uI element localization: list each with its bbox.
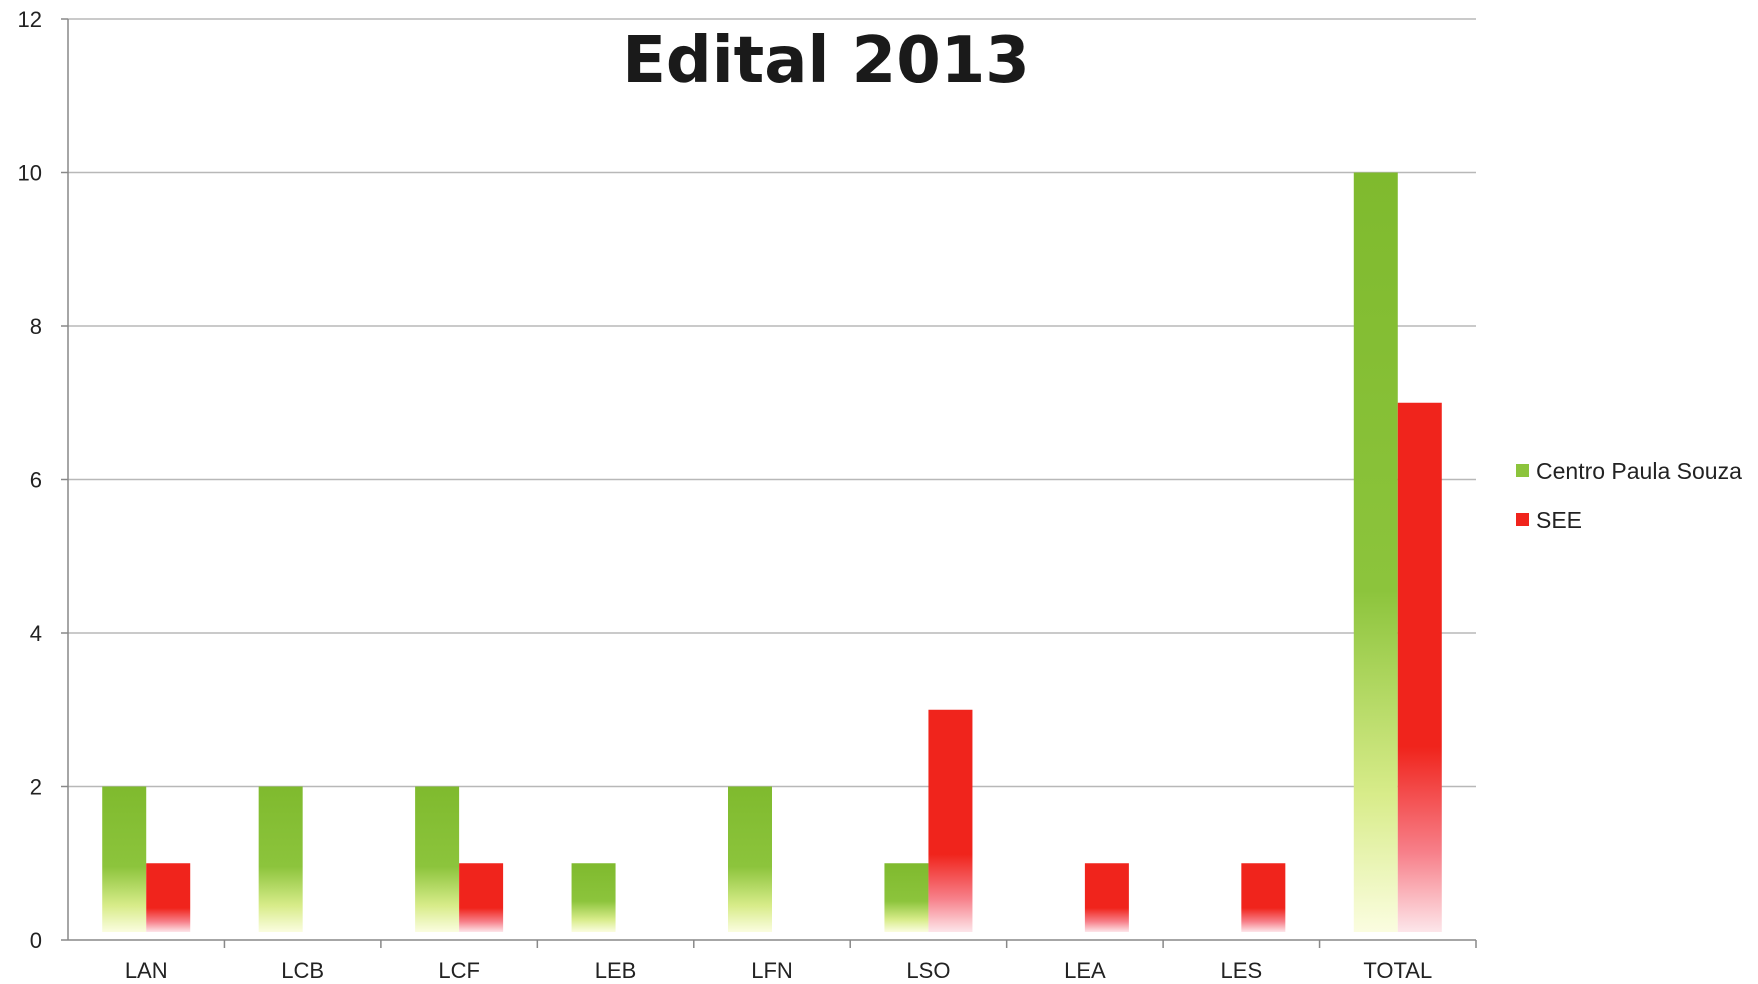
legend-label-see: SEE bbox=[1536, 507, 1582, 533]
y-tick-label: 6 bbox=[30, 468, 42, 493]
legend-label-centro-paula-souza: Centro Paula Souza bbox=[1536, 458, 1742, 484]
bar-see-lcf bbox=[459, 863, 504, 932]
x-tick-label: TOTAL bbox=[1363, 958, 1432, 983]
y-tick-label: 8 bbox=[30, 314, 42, 339]
legend-swatch-see bbox=[1516, 513, 1529, 526]
x-tick-label: LSO bbox=[906, 958, 950, 983]
bar-centro-paula-souza-lso bbox=[884, 863, 929, 932]
legend-swatch-centro-paula-souza bbox=[1516, 464, 1529, 477]
bar-centro-paula-souza-lcb bbox=[258, 786, 303, 932]
bar-centro-paula-souza-lan bbox=[102, 786, 147, 932]
y-tick-label: 12 bbox=[18, 7, 42, 32]
bar-see-lea bbox=[1084, 863, 1129, 932]
bar-see-total bbox=[1397, 402, 1442, 932]
x-tick-label: LEA bbox=[1064, 958, 1106, 983]
gridlines bbox=[68, 18, 1476, 788]
x-tick-label: LEB bbox=[595, 958, 637, 983]
bar-see-lso bbox=[928, 709, 973, 932]
chart-title: Edital 2013 bbox=[622, 24, 1030, 98]
axes bbox=[67, 19, 1476, 941]
bars bbox=[102, 172, 1442, 932]
y-tick-label: 10 bbox=[18, 161, 42, 186]
x-tick-label: LES bbox=[1221, 958, 1263, 983]
bar-centro-paula-souza-lfn bbox=[728, 786, 772, 932]
bar-see-les bbox=[1241, 863, 1286, 932]
legend: Centro Paula Souza SEE bbox=[1516, 458, 1742, 533]
x-tick-label: LCF bbox=[438, 958, 480, 983]
bar-centro-paula-souza-lcf bbox=[415, 786, 460, 932]
y-tick-label: 0 bbox=[30, 928, 42, 953]
bar-see-lan bbox=[146, 863, 191, 932]
bar-centro-paula-souza-total bbox=[1353, 172, 1398, 932]
y-tick-label: 4 bbox=[30, 621, 42, 646]
x-axis-ticks: LAN LCB LCF LEB LFN LSO LEA LES TOTAL bbox=[125, 940, 1477, 983]
bar-centro-paula-souza-leb bbox=[571, 863, 616, 932]
x-tick-label: LCB bbox=[281, 958, 324, 983]
x-tick-label: LAN bbox=[125, 958, 168, 983]
x-tick-label: LFN bbox=[751, 958, 793, 983]
y-tick-label: 2 bbox=[30, 775, 42, 800]
y-axis-ticks: 0 2 4 6 8 10 12 bbox=[18, 7, 68, 953]
